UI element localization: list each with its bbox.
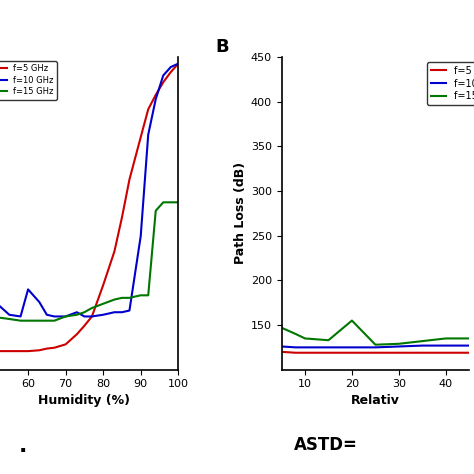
Text: B: B [216, 38, 229, 56]
Legend: f=5 GHz, f=10 G, f=15 G: f=5 GHz, f=10 G, f=15 G [427, 62, 474, 105]
Legend: f=5 GHz, f=10 GHz, f=15 GHz: f=5 GHz, f=10 GHz, f=15 GHz [0, 61, 57, 100]
Y-axis label: Path Loss (dB): Path Loss (dB) [234, 162, 246, 264]
X-axis label: Humidity (%): Humidity (%) [38, 393, 130, 407]
Text: .: . [19, 436, 27, 456]
X-axis label: Relativ: Relativ [351, 393, 400, 407]
Text: ASTD=: ASTD= [294, 436, 358, 454]
